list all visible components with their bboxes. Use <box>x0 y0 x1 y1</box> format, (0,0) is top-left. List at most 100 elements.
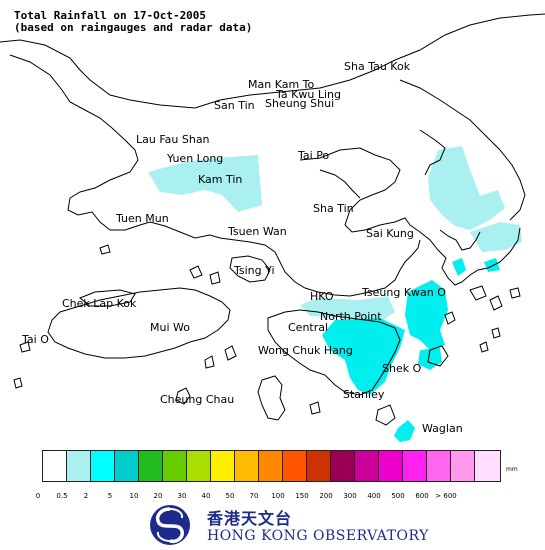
legend-tick-label: 200 <box>319 492 333 500</box>
place-kam-tin: Kam Tin <box>198 173 243 186</box>
place-mui-wo: Mui Wo <box>150 321 190 334</box>
rain-area-yuen-long <box>148 155 262 212</box>
place-tuen-mun: Tuen Mun <box>116 212 169 225</box>
coast-deep-bay <box>0 13 545 109</box>
legend-swatch <box>186 450 213 482</box>
coast-tolo <box>299 147 421 233</box>
legend-tick-label: 2 <box>83 492 89 500</box>
legend-tick-label: 5 <box>107 492 113 500</box>
legend-swatch <box>354 450 381 482</box>
legend-swatch <box>306 450 333 482</box>
legend-swatch <box>450 450 477 482</box>
coast-east-islands <box>427 285 503 367</box>
coast-port-shelter <box>439 229 481 251</box>
legend-tick-label: 0.5 <box>56 492 68 500</box>
place-ta-kwu-ling: Ta Kwu Ling <box>276 88 341 101</box>
legend-swatch <box>234 450 261 482</box>
place-north-point: North Point <box>320 310 382 323</box>
place-sha-tin: Sha Tin <box>313 202 354 215</box>
coast-lamma <box>257 375 286 421</box>
coast-border-north <box>9 54 113 129</box>
coast-sai-kung <box>419 227 521 286</box>
legend-tick-label: > 600 <box>435 492 457 500</box>
place-tai-po: Tai Po <box>298 149 330 162</box>
place-waglan: Waglan <box>422 422 463 435</box>
rain-area-clear-water-bay <box>470 222 522 252</box>
legend-tick-label: 10 <box>129 492 139 500</box>
place-lau-fau-shan: Lau Fau Shan <box>136 133 210 146</box>
legend-swatch <box>378 450 405 482</box>
coast-kowloon <box>219 237 421 297</box>
place-san-tin: San Tin <box>214 99 255 112</box>
legend-swatch <box>162 450 189 482</box>
coast-po-toi <box>375 404 396 426</box>
legend-tick-label: 0 <box>35 492 41 500</box>
hong-kong-map <box>0 13 545 442</box>
logo-chinese-text: 香港天文台 <box>207 509 293 528</box>
place-tsuen-wan: Tsuen Wan <box>228 225 287 238</box>
legend-swatch <box>474 450 501 482</box>
legend-tick-label: 40 <box>201 492 211 500</box>
legend-swatch <box>258 450 285 482</box>
coast-cheung-chau <box>175 387 191 405</box>
legend-swatch <box>402 450 429 482</box>
legend-swatch <box>138 450 165 482</box>
place-sha-tau-kok: Sha Tau Kok <box>344 60 411 73</box>
place-yuen-long: Yuen Long <box>167 152 224 165</box>
rain-area-waglan <box>394 420 415 442</box>
legend-tick-label: 70 <box>249 492 259 500</box>
legend-tick-label: 150 <box>295 492 309 500</box>
coast-chek-lap-kok <box>79 289 136 307</box>
place-man-kam-to: Man Kam To <box>248 78 315 91</box>
place-sheung-shui: Sheung Shui <box>265 97 335 110</box>
place-tseung-kwan-o: Tseung Kwan O <box>362 286 446 299</box>
legend-unit: mm <box>506 466 518 473</box>
coastline <box>0 13 545 426</box>
logo-english-text: HONG KONG OBSERVATORY <box>207 528 429 544</box>
coast-islets <box>13 244 521 415</box>
coast-hk-island <box>267 309 401 396</box>
legend-tick-label: 600 <box>415 492 429 500</box>
legend-swatch <box>90 450 117 482</box>
coast-tolo-inner <box>319 169 361 199</box>
legend-swatch <box>426 450 453 482</box>
hko-emblem-icon <box>150 505 190 545</box>
coast-mirs-bay <box>399 79 526 221</box>
place-cheung-chau: Cheung Chau <box>160 393 235 406</box>
place-hko: HKO <box>310 290 334 303</box>
legend-swatch <box>42 450 69 482</box>
rain-area-sai-kung <box>428 146 505 230</box>
legend-tick-label: 300 <box>343 492 357 500</box>
map-subtitle: (based on raingauges and radar data) <box>14 21 253 34</box>
legend-tick-label: 100 <box>271 492 285 500</box>
map-title: Total Rainfall on 17-Oct-2005 <box>14 9 207 22</box>
place-wong-chuk-hang: Wong Chuk Hang <box>258 344 353 357</box>
hko-logo: 香港天文台 HONG KONG OBSERVATORY <box>145 503 428 548</box>
rain-area-tko <box>405 280 448 350</box>
coast-nt-west <box>67 127 221 239</box>
coast-tsing-yi <box>229 255 271 283</box>
place-central: Central <box>288 321 329 334</box>
place-stanley: Stanley <box>343 388 385 401</box>
place-chek-lap-kok: Chek Lap Kok <box>62 297 137 310</box>
place-tai-o: Tai O <box>22 333 49 346</box>
legend-tick-label: 20 <box>153 492 163 500</box>
legend-swatch <box>210 450 237 482</box>
place-shek-o: Shek O <box>382 362 422 375</box>
legend-swatch <box>66 450 93 482</box>
legend-tick-label: 500 <box>391 492 405 500</box>
rain-area-east-kowloon <box>300 296 395 322</box>
legend-tick-label: 400 <box>367 492 381 500</box>
legend-swatch <box>114 450 141 482</box>
place-tsing-yi: Tsing Yi <box>234 264 275 277</box>
rain-area-sai-kung-islands <box>452 258 500 276</box>
legend-swatch <box>282 450 309 482</box>
place-sai-kung: Sai Kung <box>366 227 414 240</box>
legend-swatch <box>330 450 357 482</box>
legend-tick-label: 50 <box>225 492 235 500</box>
legend-tick-label: 30 <box>177 492 187 500</box>
rain-area-hk-island-east <box>322 318 405 395</box>
coast-lantau <box>47 287 231 359</box>
coast-plover-cove <box>419 129 446 176</box>
